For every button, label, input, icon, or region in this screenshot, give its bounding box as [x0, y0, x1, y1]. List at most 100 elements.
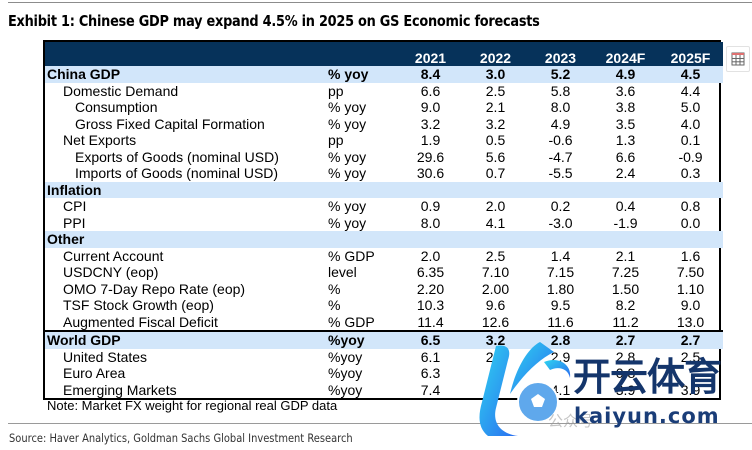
cell-value: 2.1 — [485, 99, 506, 116]
row-label: Inflation — [45, 181, 328, 198]
cell-value: 0.5 — [485, 132, 506, 149]
table-row: OMO 7-Day Repo Rate (eop)% 2.20 2.00 1.80 1.… — [45, 281, 723, 298]
cell-value: 6.6 — [615, 148, 636, 165]
cell-value: 1.50 — [611, 280, 640, 297]
cell-value: 0.4 — [615, 198, 636, 215]
cell-value — [658, 231, 723, 248]
row-label: Augmented Fiscal Deficit — [63, 313, 218, 330]
cell-value: 13.0 — [676, 313, 705, 330]
header-label-blank — [45, 42, 328, 66]
cell-value: 2.00 — [481, 280, 510, 297]
row-unit: level — [328, 264, 357, 281]
cell-value: 3.9 — [680, 381, 701, 398]
row-unit: % yoy — [328, 148, 367, 165]
cell-value: 0.7 — [485, 165, 506, 182]
cell-value: 2.0 — [485, 198, 506, 215]
cell-value: 9.0 — [680, 297, 701, 314]
cell-value: 3.8 — [615, 99, 636, 116]
cell-value: 29.6 — [416, 148, 445, 165]
header-year: 2022 — [463, 42, 528, 66]
table-icon[interactable] — [726, 46, 750, 72]
cell-value: 6.5 — [398, 330, 463, 349]
table-note: Note: Market FX weight for regional real… — [47, 398, 338, 413]
row-label: Emerging Markets — [63, 381, 177, 398]
cell-value: 4.1 — [485, 214, 506, 231]
exhibit-title: Exhibit 1: Chinese GDP may expand 4.5% i… — [8, 12, 540, 30]
row-label: United States — [63, 348, 148, 365]
row-label: PPI — [63, 214, 86, 231]
cell-value — [398, 231, 463, 248]
row-unit: % — [328, 280, 341, 297]
cell-value: 5.2 — [528, 66, 593, 83]
table-row: Euro Area %yoy 6.3 3. 0.8 — [45, 365, 723, 382]
table-row: Exports of Goods (nominal USD) % yoy 29.6 5… — [45, 149, 723, 166]
cell-value: 2.0 — [420, 247, 441, 264]
row-unit: % yoy — [328, 165, 367, 182]
header-year: 2025F — [658, 42, 723, 66]
cell-value — [463, 231, 528, 248]
cell-value: 2.9 — [550, 348, 571, 365]
cell-value: 6.1 — [420, 348, 441, 365]
cell-value: 4.9 — [593, 66, 658, 83]
cell-value: 4.9 — [550, 115, 571, 132]
cell-value — [593, 231, 658, 248]
table-section-row: Inflation — [45, 181, 723, 198]
cell-value: 2.4 — [615, 165, 636, 182]
row-label: USDCNY (eop) — [63, 264, 159, 281]
header-year: 2023 — [528, 42, 593, 66]
cell-value: 1.4 — [550, 247, 571, 264]
cell-value: 12.6 — [481, 313, 510, 330]
cell-value: 7.4 — [420, 381, 441, 398]
cell-value: -0.9 — [678, 148, 703, 165]
table-row: Consumption % yoy 9.0 2.1 8.0 3.8 5.0 — [45, 99, 723, 116]
row-unit: % — [328, 297, 341, 314]
row-label: TSF Stock Growth (eop) — [63, 297, 214, 314]
cell-value: 2.5 — [485, 82, 506, 99]
table-row: USDCNY (eop) level 6.35 7.10 7.15 7.25 7.50 — [45, 264, 723, 281]
row-unit: % yoy — [328, 214, 367, 231]
cell-value: 7.50 — [676, 264, 705, 281]
cell-value: 7.10 — [481, 264, 510, 281]
cell-value: 3.5 — [615, 115, 636, 132]
table-row: Imports of Goods (nominal USD) % yoy 30.6 0… — [45, 165, 723, 182]
table-row: Domestic Demand pp 6.6 2.5 5.8 3.6 4.4 — [45, 83, 723, 100]
cell-value: 30.6 — [416, 165, 445, 182]
row-unit: % yoy — [328, 99, 367, 116]
row-unit: pp — [328, 82, 344, 99]
row-label: Gross Fixed Capital Formation — [75, 115, 265, 132]
row-label: CPI — [63, 198, 87, 215]
watermark-sub-text: 公众号 — [548, 413, 594, 430]
cell-value: 9.5 — [550, 297, 571, 314]
row-label: Other — [45, 231, 328, 248]
cell-value — [528, 231, 593, 248]
table-row: CPI % yoy 0.9 2.0 0.2 0.4 0.8 — [45, 198, 723, 215]
cell-value: 2.5 — [485, 247, 506, 264]
cell-value: 1.9 — [420, 132, 441, 149]
row-label: World GDP — [45, 330, 328, 349]
cell-value: 2.7 — [658, 330, 723, 349]
cell-value: 8.4 — [398, 66, 463, 83]
watermark-url-text: kaiyun.com — [574, 404, 720, 428]
table-row: PPI % yoy 8.0 4.1 -3.0 -1.9 0.0 — [45, 215, 723, 232]
cell-value: -3.0 — [548, 214, 573, 231]
cell-value — [463, 181, 528, 198]
header-unit-blank — [328, 42, 398, 66]
row-unit — [328, 231, 398, 248]
cell-value: 2.8 — [615, 348, 636, 365]
row-label: Current Account — [63, 247, 164, 264]
cell-value: 1.6 — [680, 247, 701, 264]
cell-value: 11.6 — [547, 313, 574, 330]
cell-value: 6.35 — [416, 264, 445, 281]
row-unit: %yoy — [328, 365, 363, 382]
cell-value: 6.6 — [420, 82, 441, 99]
header-year: 2021 — [398, 42, 463, 66]
row-label: Net Exports — [63, 132, 137, 149]
table-section-row: Other — [45, 231, 723, 248]
table-row: Emerging Markets %yoy 7.4 4.1 3.9 3.9 — [45, 382, 723, 399]
table-grid-icon — [731, 52, 745, 66]
cell-value: 4.4 — [680, 82, 701, 99]
cell-value: 4.5 — [658, 66, 723, 83]
cell-value: 11.2 — [612, 313, 639, 330]
cell-value: 4.0 — [680, 115, 701, 132]
table-section-row: China GDP% yoy 8.4 3.0 5.2 4.9 4.5 — [45, 66, 723, 83]
